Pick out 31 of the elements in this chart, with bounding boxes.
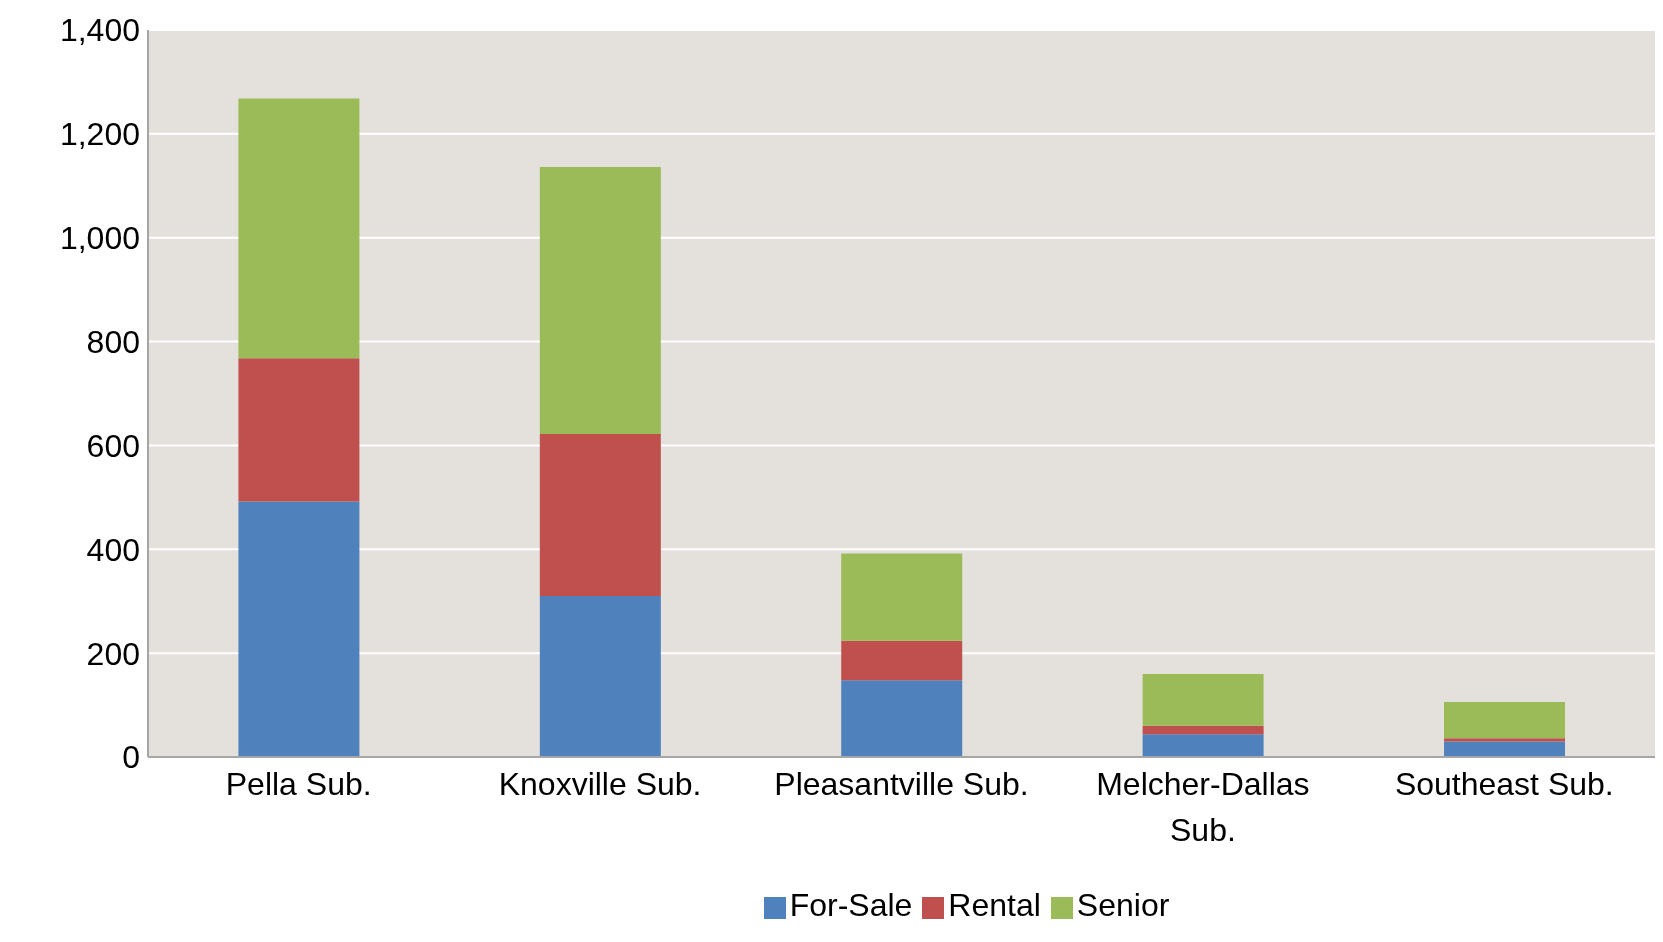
y-tick-label: 400 <box>86 531 140 568</box>
legend-label: Senior <box>1076 887 1170 923</box>
x-tick-label: Melcher-Dallas Sub. <box>1096 766 1310 848</box>
legend-label: For-Sale <box>789 887 913 923</box>
bar <box>841 640 963 681</box>
x-tick-label: Pella Sub. <box>225 766 372 802</box>
y-tick-label: 1,400 <box>59 12 140 49</box>
x-tick-label: Knoxville Sub. <box>498 766 702 802</box>
y-tick-label: 1,000 <box>59 220 140 257</box>
bar <box>539 596 661 757</box>
bar <box>1142 734 1264 757</box>
bar <box>238 501 360 757</box>
x-tick-label: Pleasantville Sub. <box>774 766 1029 802</box>
legend-label: Rental <box>948 887 1041 923</box>
y-tick-label: 600 <box>86 427 140 464</box>
y-tick-label: 800 <box>86 323 140 360</box>
bar <box>841 553 963 641</box>
bar <box>539 167 661 434</box>
bar <box>238 98 360 359</box>
bar <box>539 434 661 597</box>
y-tick-label: 200 <box>86 635 140 672</box>
y-tick-label: 1,200 <box>59 116 140 153</box>
bar <box>1142 673 1264 726</box>
x-tick-label: Southeast Sub. <box>1394 766 1614 802</box>
bar <box>841 680 963 757</box>
bar <box>1444 701 1566 739</box>
bar <box>1444 738 1566 742</box>
y-tick-label: 0 <box>122 739 140 776</box>
bar <box>1142 725 1264 735</box>
bar <box>238 358 360 502</box>
bar <box>1444 741 1566 757</box>
